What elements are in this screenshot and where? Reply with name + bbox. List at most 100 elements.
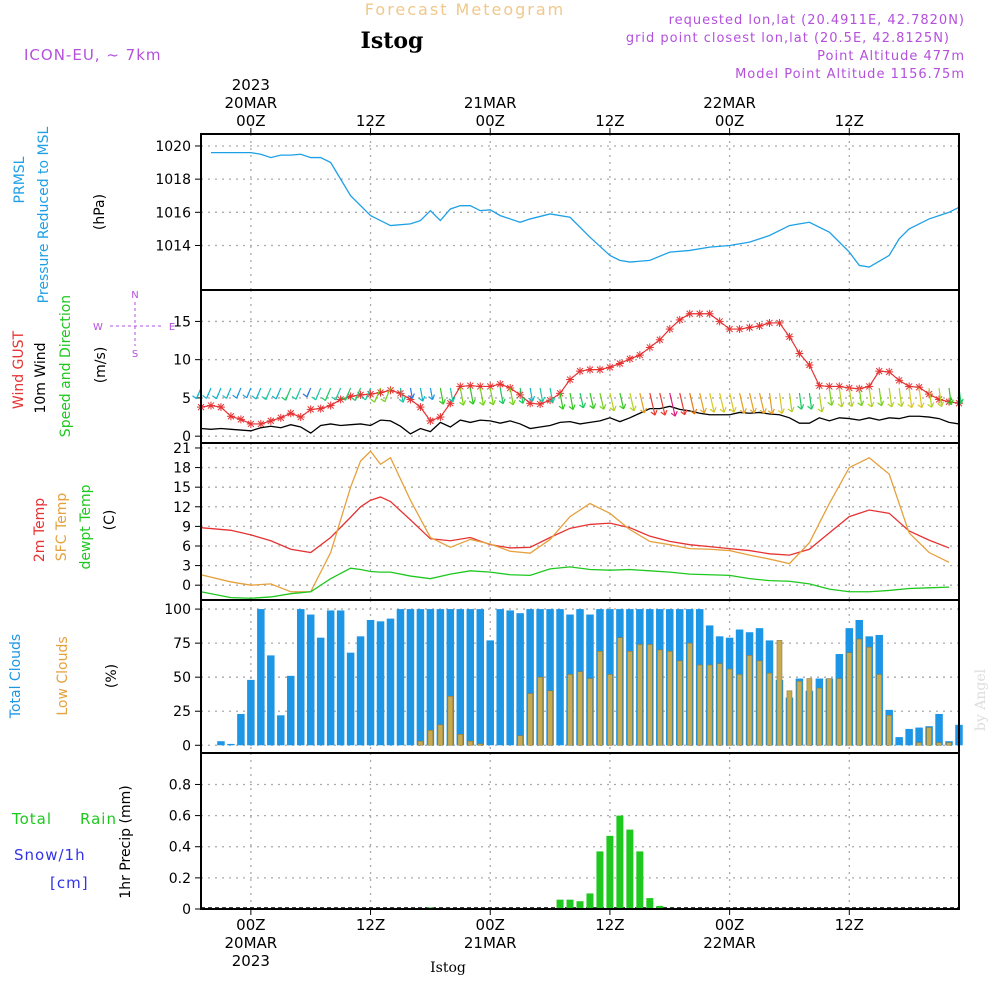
- gust-marker-d2: [736, 325, 743, 333]
- wind-direction-arrow: [897, 387, 905, 408]
- arrow-shaft: [599, 392, 605, 410]
- gust-marker-d2: [476, 383, 484, 390]
- dewpt-temp-label: dewpt Temp: [78, 484, 94, 569]
- arrow-head-a: [807, 405, 812, 410]
- clouds-unit: (%): [104, 664, 120, 688]
- arrow-shaft: [758, 392, 765, 414]
- gust-marker-d2: [456, 383, 464, 390]
- low-clouds-bar: [527, 693, 533, 746]
- arrow-head-a: [609, 407, 615, 412]
- wind-direction-arrow: [817, 392, 825, 413]
- wind-direction-arrow: [767, 392, 775, 415]
- wind-direction-arrow: [748, 392, 757, 414]
- arrow-head-b: [364, 394, 369, 401]
- gust-marker: [845, 383, 854, 392]
- arrow-shaft: [699, 392, 705, 414]
- gust-marker-d2: [506, 384, 514, 392]
- total-clouds-bar: [306, 614, 315, 746]
- arrow-head-b: [562, 403, 566, 410]
- gust-marker: [306, 405, 315, 414]
- total-clouds-bar: [227, 743, 235, 746]
- arrow-head-b: [206, 393, 210, 399]
- compass-w: W: [93, 322, 103, 333]
- arrow-shaft: [679, 392, 686, 415]
- total-clouds-bar: [546, 609, 554, 746]
- gust-marker: [935, 395, 944, 404]
- arrow-head-b: [482, 400, 486, 406]
- wind-direction-arrow: [729, 392, 737, 413]
- total-clouds-bar: [356, 636, 365, 746]
- gust-marker-d2: [706, 310, 714, 318]
- wind-direction-arrow: [508, 387, 516, 406]
- gust-marker-d2: [935, 396, 943, 403]
- temp2m-label: 2m Temp: [32, 498, 48, 562]
- arrow-head-b: [462, 400, 467, 406]
- arrow-head-b: [781, 408, 785, 414]
- gust-marker: [516, 390, 525, 399]
- gust-marker-d2: [357, 391, 364, 399]
- temp-tick-label: 6: [182, 539, 191, 555]
- arrow-head-b: [593, 403, 597, 409]
- arrow-shaft: [848, 387, 853, 407]
- arrow-shaft: [709, 392, 715, 413]
- arrow-head-b: [801, 404, 805, 410]
- low-clouds-bar: [537, 676, 543, 746]
- rain-bar: [606, 835, 614, 909]
- wind-direction-arrow: [398, 387, 406, 403]
- arrow-head-b: [572, 404, 576, 410]
- precip-tick-label: 0.6: [169, 809, 191, 825]
- arrow-head-a: [370, 398, 375, 403]
- arrow-head-b: [960, 398, 964, 405]
- arrow-shaft: [409, 387, 413, 399]
- total-clouds-bar: [217, 741, 225, 746]
- low-clouds-bar: [627, 651, 633, 746]
- arrow-head-a: [508, 401, 514, 406]
- arrow-shaft: [589, 392, 595, 409]
- arrow-shaft: [838, 387, 843, 408]
- arrow-head-b: [743, 408, 747, 414]
- gust-marker-d2: [796, 350, 803, 357]
- arrow-head-a: [408, 395, 413, 400]
- pressure-tick-label: 1016: [155, 205, 191, 221]
- low-clouds-bar: [686, 642, 693, 746]
- precip-tick-label: 0.8: [169, 777, 191, 793]
- wind-direction-arrow: [518, 387, 526, 404]
- arrow-shaft: [569, 392, 574, 410]
- wind-direction-arrow: [202, 387, 212, 399]
- low-clouds-bar: [637, 644, 643, 746]
- gust-marker-d2: [816, 382, 823, 390]
- arrow-head-b: [831, 400, 835, 406]
- arrow-head-b: [713, 406, 717, 413]
- arrow-shaft: [818, 392, 823, 413]
- arrow-shaft: [748, 392, 755, 414]
- arrow-head-a: [398, 398, 404, 403]
- temp-tick-label: 9: [182, 519, 191, 535]
- wind-direction-arrow: [589, 392, 597, 410]
- arrow-head-b: [871, 401, 875, 408]
- arrow-head-a: [749, 409, 755, 414]
- wind-10m-label: 10m Wind: [33, 342, 49, 413]
- arrow-head-a: [479, 401, 484, 406]
- arrow-head-b: [950, 399, 954, 405]
- low-clouds-bar: [567, 674, 573, 746]
- gust-marker: [605, 363, 614, 372]
- low-clouds-bar: [936, 742, 942, 746]
- wind-tick-label: 10: [173, 353, 191, 369]
- clouds-tick-label: 100: [164, 602, 191, 618]
- arrow-shaft: [499, 387, 504, 404]
- gust-marker: [266, 416, 275, 425]
- gust-marker-d2: [267, 417, 275, 425]
- gust-marker-d2: [347, 393, 354, 400]
- arrow-shaft: [419, 387, 424, 402]
- gust-marker: [885, 367, 894, 376]
- low-clouds-bar: [826, 678, 833, 746]
- low-clouds-bar: [726, 668, 733, 746]
- gust-marker: [326, 401, 335, 410]
- precip-total-label: Total: [11, 810, 52, 828]
- total-clouds-bar: [346, 652, 355, 746]
- low-clouds-bar: [547, 690, 553, 746]
- arrow-head-a: [699, 409, 705, 414]
- arrow-head-a: [498, 400, 504, 405]
- clouds-tick-label: 25: [173, 704, 191, 720]
- top-time-label: 20MAR: [225, 94, 278, 112]
